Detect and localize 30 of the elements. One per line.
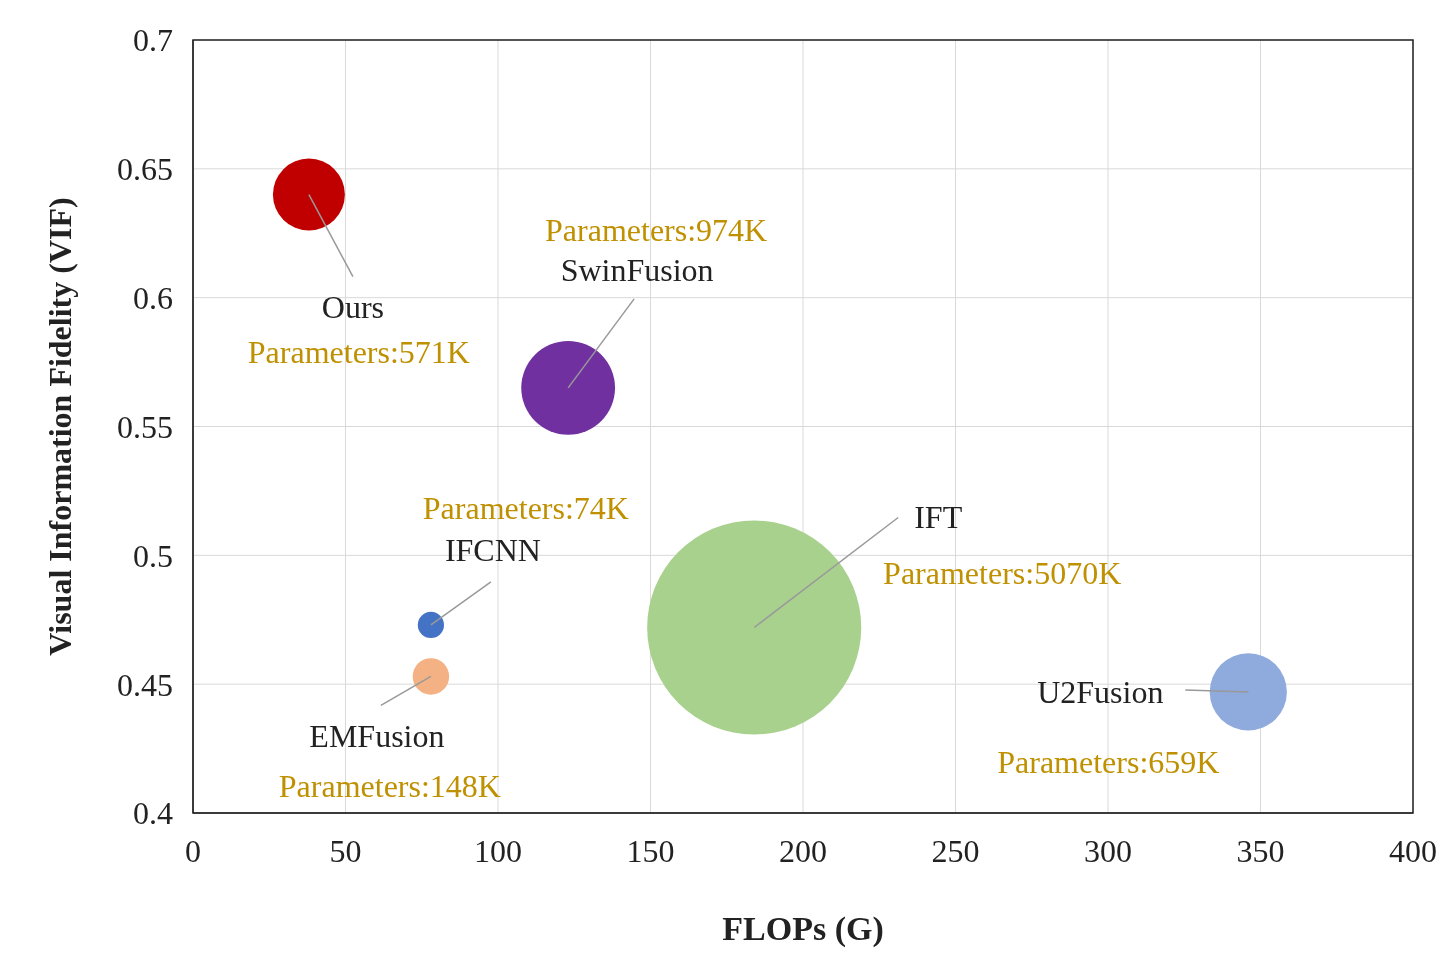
x-tick-label: 400 [1389,832,1437,869]
x-tick-label: 350 [1236,832,1285,869]
annotation: Parameters:974K [545,211,768,248]
x-tick-label: 150 [626,832,675,869]
y-tick-label: 0.4 [133,795,173,832]
x-tick-label: 250 [931,832,980,869]
series-label: IFCNN [444,531,541,568]
series-label: Ours [321,288,385,325]
annotation: Parameters:148K [278,768,501,805]
series-label: EMFusion [309,718,445,755]
annotation: Parameters:659K [997,743,1220,780]
annotation: Parameters:74K [422,489,629,526]
y-tick-label: 0.65 [117,151,173,188]
text: IFT [914,499,963,536]
y-tick-label: 0.6 [133,280,173,317]
annotation: Parameters:571K [247,333,470,370]
y-tick-label: 0.7 [133,22,173,59]
y-tick-label: 0.5 [133,537,173,574]
y-tick-label: 0.55 [117,408,173,445]
y-tick-label: 0.45 [117,666,173,703]
series-label: U2Fusion [1037,673,1164,710]
series-label: SwinFusion [560,251,714,288]
x-tick-label: 200 [779,832,827,869]
x-tick-label: 0 [185,832,201,869]
x-tick-label: 300 [1084,832,1132,869]
y-axis-title: Visual Information Fidelity (VIF) [42,197,78,656]
x-axis-title: FLOPs (G) [722,909,884,948]
annotation: Parameters:5070K [883,555,1122,592]
x-tick-label: 50 [329,832,362,869]
x-tick-label: 100 [474,832,522,869]
